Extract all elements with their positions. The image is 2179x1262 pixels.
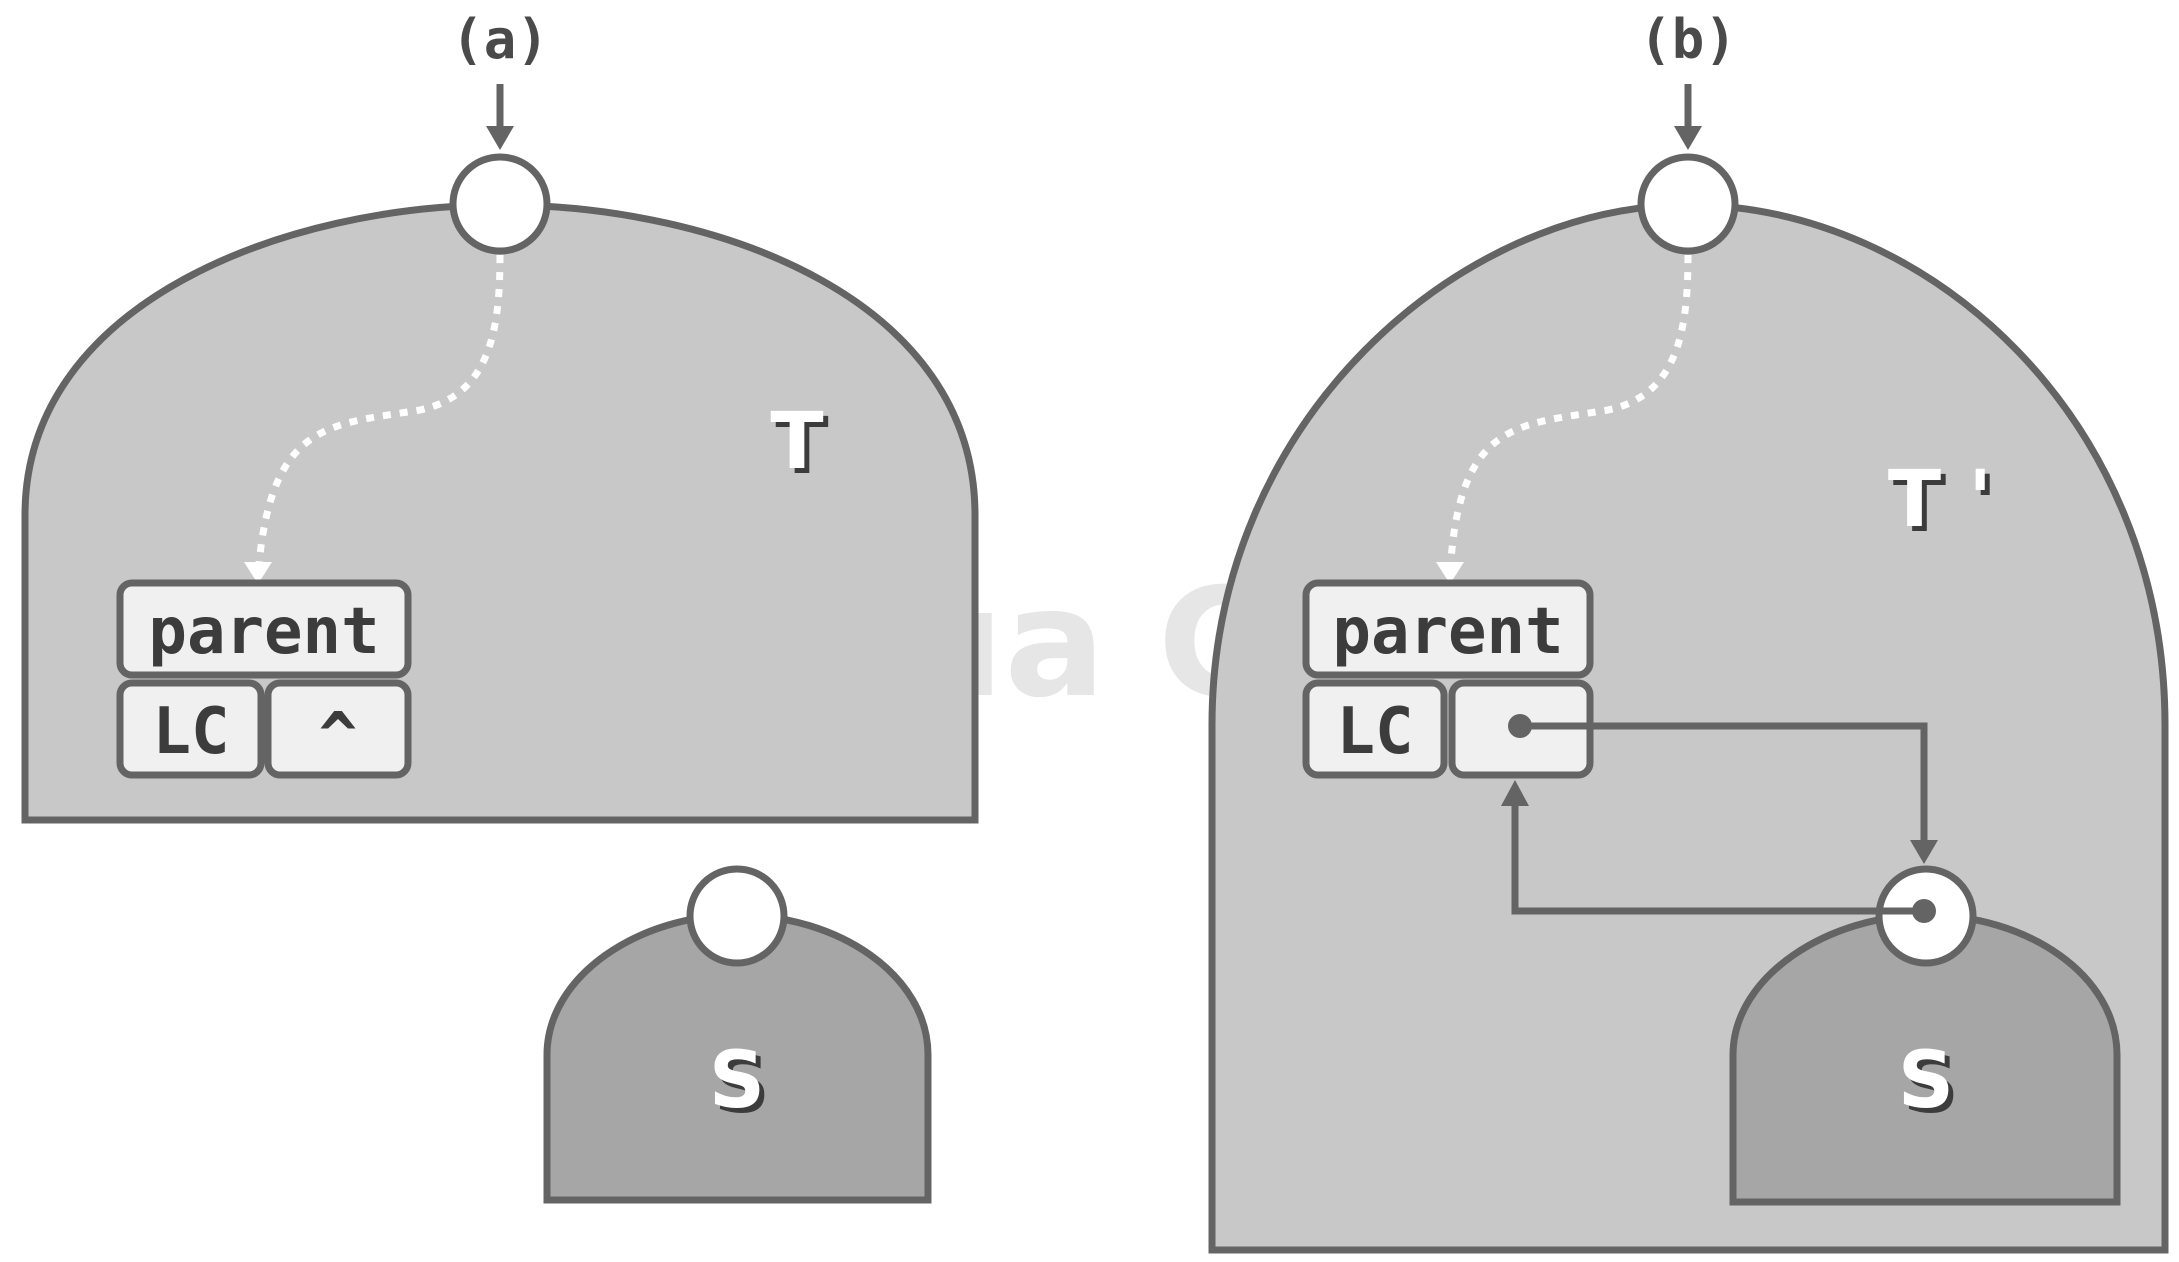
dotted-path-icon — [1446, 254, 1692, 576]
parent-pointer-line — [1511, 795, 1924, 915]
node-record: parent LC ^ — [116, 579, 412, 779]
lc-cell-label: LC — [152, 695, 229, 769]
arrow-up-icon — [1501, 780, 1529, 806]
subtree-label: S — [709, 1036, 765, 1126]
subtree-label-shadow: S — [714, 1041, 770, 1131]
panel-a: (a) T T parent LC ^ S S — [21, 8, 979, 1204]
dotted-path-arrowhead — [244, 562, 272, 584]
tree-label: T ' — [1888, 455, 1992, 545]
panel-b: (b) T ' T ' S S parent LC — [1208, 8, 2169, 1254]
rc-pointer-dot-icon — [1508, 714, 1532, 738]
parent-cell-label: parent — [148, 595, 379, 669]
rc-pointer-line — [1520, 722, 1928, 850]
parent-pointer-dot-icon — [1912, 899, 1936, 923]
tree-label: T — [770, 397, 823, 487]
subtree-label: S — [1898, 1036, 1954, 1126]
tree-label-shadow: T ' — [1893, 460, 1997, 550]
subtree-label-shadow: S — [1903, 1041, 1959, 1131]
lc-cell-label: LC — [1336, 695, 1413, 769]
dotted-path-arrowhead — [1436, 562, 1464, 584]
lc-cell — [1302, 679, 1448, 779]
arrow-down-icon — [1910, 840, 1938, 864]
parent-cell — [116, 579, 412, 679]
node-record: parent LC — [1302, 579, 1594, 779]
dotted-path-icon — [254, 254, 504, 576]
root-node-icon — [449, 153, 551, 255]
panel-a-label: (a) — [451, 8, 549, 71]
root-node-icon — [1637, 153, 1739, 255]
panel-b-label: (b) — [1639, 8, 1737, 71]
rc-cell — [264, 679, 412, 779]
arrow-down-icon-head — [1674, 126, 1702, 150]
tree-label-shadow: T — [775, 402, 828, 492]
parent-cell — [1302, 579, 1594, 679]
parent-cell-label: parent — [1332, 595, 1563, 669]
rc-cell-label: ^ — [319, 700, 358, 774]
lc-cell — [116, 679, 265, 779]
subtree-root-icon — [686, 865, 788, 967]
arrow-down-icon-head — [486, 126, 514, 150]
